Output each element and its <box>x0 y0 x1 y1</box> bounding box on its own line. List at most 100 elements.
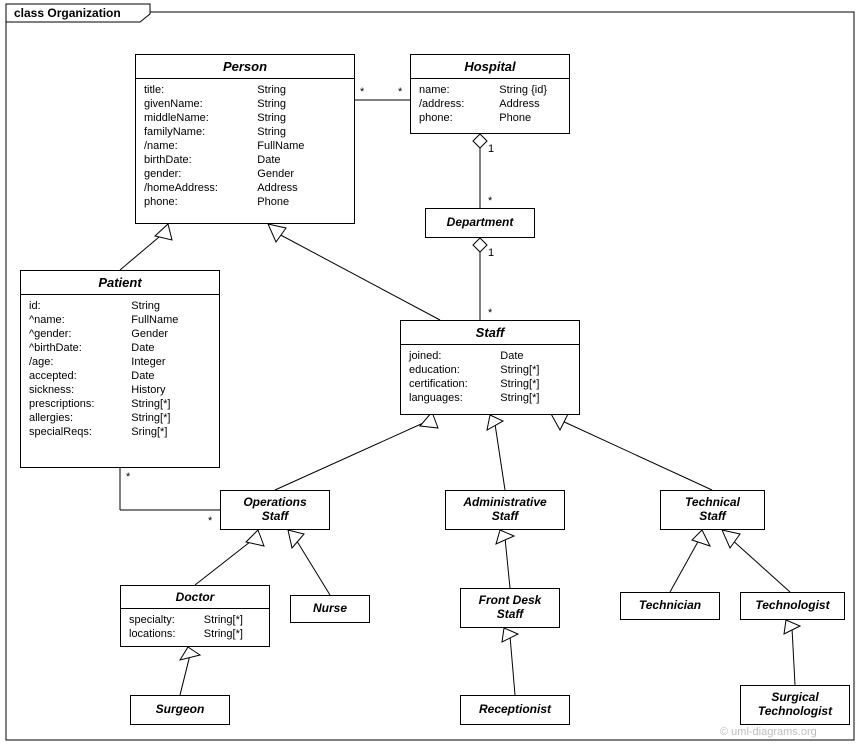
class-patient: Patient id:String^name:FullName^gender:G… <box>20 270 220 468</box>
attr-name: languages: <box>407 391 498 405</box>
class-doctor: Doctor specialty:String[*]locations:Stri… <box>120 585 270 647</box>
attr-type: String[*] <box>498 363 573 377</box>
attr-row: /homeAddress:Address <box>142 181 348 195</box>
gen-arrow-doctor-ops <box>246 530 264 546</box>
attr-row: title:String <box>142 83 348 97</box>
class-department-title: Department <box>447 216 514 230</box>
class-technician-title: Technician <box>639 599 701 613</box>
gen-arrow-staff-person <box>268 224 286 242</box>
class-technical-staff: TechnicalStaff <box>660 490 765 530</box>
attr-row: accepted:Date <box>27 369 213 383</box>
watermark: © uml-diagrams.org <box>720 726 817 738</box>
gen-arrow-admin-staff <box>487 415 503 430</box>
class-hospital-title: Hospital <box>411 55 569 79</box>
class-hospital-attrs: name:String {id}/address:Addressphone:Ph… <box>411 79 569 129</box>
attr-row: /age:Integer <box>27 355 213 369</box>
class-staff-title: Staff <box>401 321 579 345</box>
attr-name: allergies: <box>27 411 129 425</box>
gen-arrow-surgeon-doctor <box>180 647 200 660</box>
edge-patient-person-line <box>120 232 165 270</box>
class-receptionist: Receptionist <box>460 695 570 725</box>
attr-name: ^birthDate: <box>27 341 129 355</box>
class-surgeon: Surgeon <box>130 695 230 725</box>
attr-name: phone: <box>142 195 255 209</box>
attr-type: String <box>255 125 348 139</box>
attr-type: Phone <box>255 195 348 209</box>
class-nurse-title: Nurse <box>313 602 347 616</box>
attr-name: specialty: <box>127 613 202 627</box>
attr-type: Date <box>129 369 213 383</box>
class-technician: Technician <box>620 592 720 620</box>
attr-name: /age: <box>27 355 129 369</box>
class-receptionist-title: Receptionist <box>479 703 551 717</box>
attr-name: /address: <box>417 97 497 111</box>
class-doctor-title: Doctor <box>121 586 269 609</box>
edge-doctor-ops-line <box>195 538 255 585</box>
package-label: class Organization <box>14 6 121 20</box>
attr-type: String[*] <box>129 411 213 425</box>
attr-type: String[*] <box>498 391 573 405</box>
attr-name: education: <box>407 363 498 377</box>
class-technical-staff-title: TechnicalStaff <box>685 496 740 524</box>
class-front-desk-staff: Front DeskStaff <box>460 588 560 628</box>
attr-name: id: <box>27 299 129 313</box>
edge-technician-tech-line <box>670 538 700 592</box>
attr-row: specialReqs:Sring[*] <box>27 425 213 439</box>
attr-name: locations: <box>127 627 202 641</box>
gen-arrow-patient-person <box>155 224 172 240</box>
class-surgeon-title: Surgeon <box>156 703 205 717</box>
attr-row: sickness:History <box>27 383 213 397</box>
attr-row: phone:Phone <box>142 195 348 209</box>
attr-name: middleName: <box>142 111 255 125</box>
class-patient-attrs: id:String^name:FullName^gender:Gender^bi… <box>21 295 219 443</box>
edge-technologist-tech-line <box>730 538 790 592</box>
attr-row: ^gender:Gender <box>27 327 213 341</box>
attr-name: name: <box>417 83 497 97</box>
attr-name: ^gender: <box>27 327 129 341</box>
attr-name: familyName: <box>142 125 255 139</box>
class-doctor-attrs: specialty:String[*]locations:String[*] <box>121 609 269 645</box>
attr-type: Integer <box>129 355 213 369</box>
attr-row: joined:Date <box>407 349 573 363</box>
edge-staff-person-line <box>275 232 440 320</box>
attr-name: sickness: <box>27 383 129 397</box>
edge-surgeon-doctor-line <box>180 655 190 695</box>
class-person-attrs: title:StringgivenName:StringmiddleName:S… <box>136 79 354 213</box>
attr-row: name:String {id} <box>417 83 563 97</box>
mult-hd-bot: * <box>488 195 493 207</box>
attr-name: /name: <box>142 139 255 153</box>
attr-row: middleName:String <box>142 111 348 125</box>
attr-row: languages:String[*] <box>407 391 573 405</box>
attr-name: specialReqs: <box>27 425 129 439</box>
attr-row: /address:Address <box>417 97 563 111</box>
attr-type: String {id} <box>497 83 563 97</box>
class-department: Department <box>425 208 535 238</box>
class-front-desk-staff-title: Front DeskStaff <box>479 594 542 622</box>
attr-type: FullName <box>255 139 348 153</box>
attr-row: gender:Gender <box>142 167 348 181</box>
class-technologist: Technologist <box>740 592 845 620</box>
attr-type: Gender <box>129 327 213 341</box>
class-staff-attrs: joined:Dateeducation:String[*]certificat… <box>401 345 579 409</box>
attr-type: Date <box>129 341 213 355</box>
attr-type: String <box>255 111 348 125</box>
class-administrative-staff-title: AdministrativeStaff <box>463 496 546 524</box>
attr-name: phone: <box>417 111 497 125</box>
attr-row: familyName:String <box>142 125 348 139</box>
attr-row: givenName:String <box>142 97 348 111</box>
attr-row: ^birthDate:Date <box>27 341 213 355</box>
attr-name: certification: <box>407 377 498 391</box>
attr-row: id:String <box>27 299 213 313</box>
attr-row: certification:String[*] <box>407 377 573 391</box>
gen-arrow-technician-tech <box>692 530 710 546</box>
class-staff: Staff joined:Dateeducation:String[*]cert… <box>400 320 580 415</box>
class-administrative-staff: AdministrativeStaff <box>445 490 565 530</box>
attr-type: FullName <box>129 313 213 327</box>
attr-name: title: <box>142 83 255 97</box>
edge-tech-staff-line <box>560 420 712 490</box>
aggregation-diamond-hospital <box>473 134 487 148</box>
attr-row: prescriptions:String[*] <box>27 397 213 411</box>
attr-type: Address <box>255 181 348 195</box>
attr-type: String[*] <box>129 397 213 411</box>
attr-name: joined: <box>407 349 498 363</box>
